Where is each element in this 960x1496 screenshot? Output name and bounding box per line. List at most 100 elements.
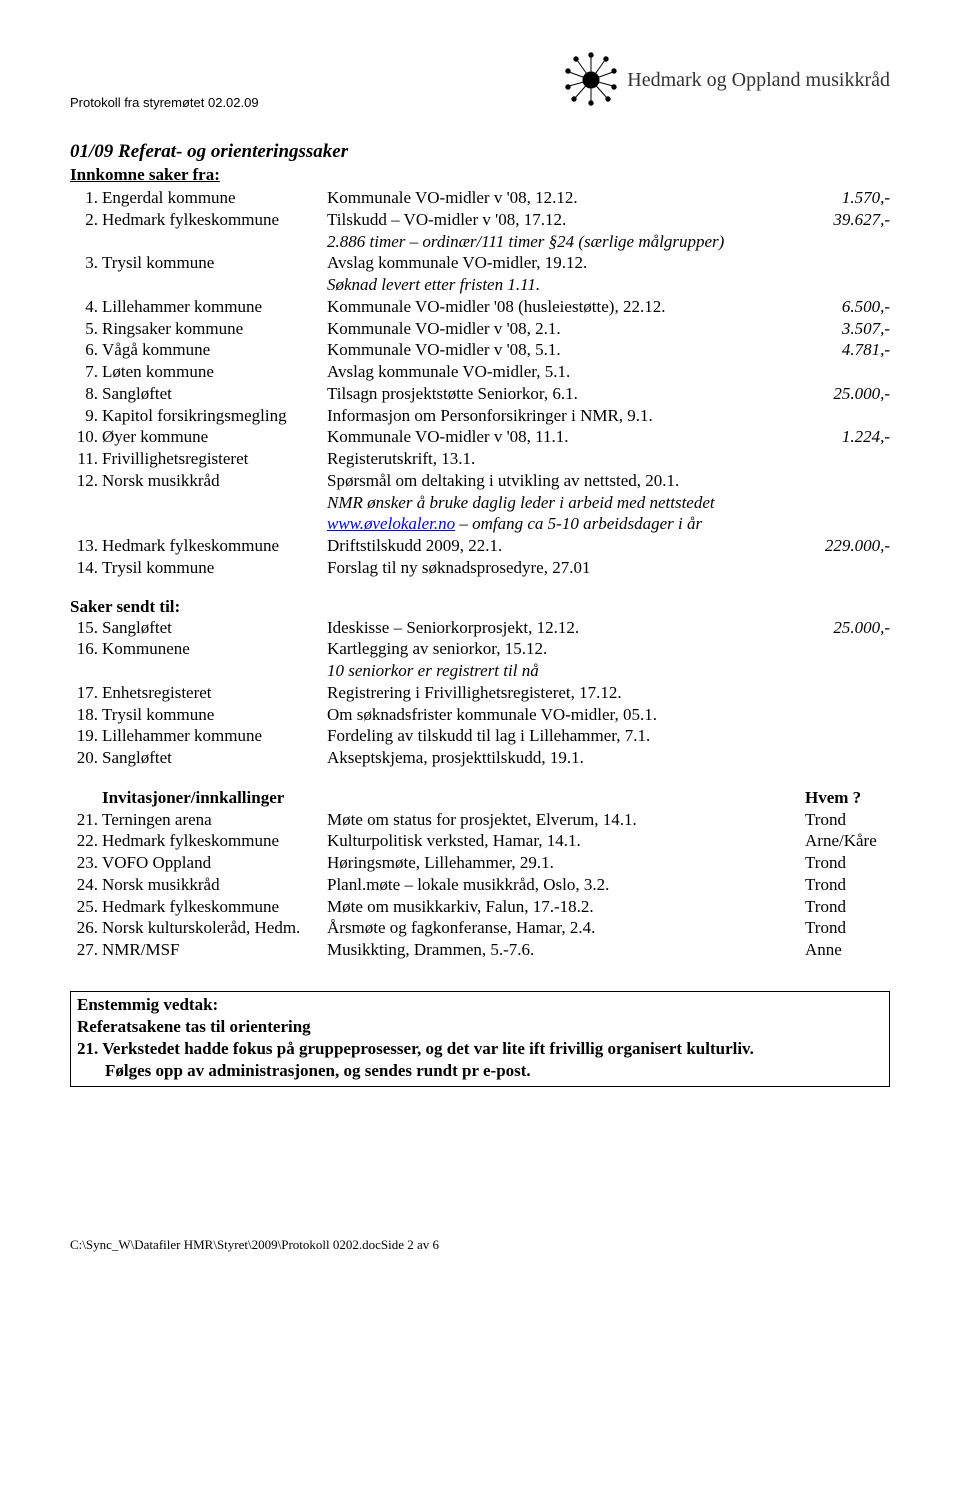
- row-number: 20.: [70, 747, 102, 769]
- ovelokaler-link[interactable]: www.øvelokaler.no: [327, 514, 455, 533]
- row-amount: [805, 361, 890, 383]
- row-sender: Norsk kulturskoleråd, Hedm.: [102, 917, 327, 939]
- row-desc: Avslag kommunale VO-midler, 5.1.: [327, 361, 805, 383]
- row-number: 5.: [70, 318, 102, 340]
- row-amount: Trond: [805, 852, 890, 874]
- row-amount: Arne/Kåre: [805, 830, 890, 852]
- row-desc: Høringsmøte, Lillehammer, 29.1.: [327, 852, 805, 874]
- row-sender: Hedmark fylkeskommune: [102, 209, 327, 231]
- row-sender: Sangløftet: [102, 747, 327, 769]
- row-desc: Avslag kommunale VO-midler, 19.12.: [327, 252, 805, 274]
- row-amount: 1.224,-: [805, 426, 890, 448]
- row-amount: Trond: [805, 809, 890, 831]
- row-sender: Vågå kommune: [102, 339, 327, 361]
- row-desc: Møte om status for prosjektet, Elverum, …: [327, 809, 805, 831]
- row-sender: NMR/MSF: [102, 939, 327, 961]
- row-desc: Kommunale VO-midler v '08, 11.1.: [327, 426, 805, 448]
- row-amount: [805, 557, 890, 579]
- nmr-note: NMR ønsker å bruke daglig leder i arbeid…: [327, 492, 890, 514]
- row-desc: Forslag til ny søknadsprosedyre, 27.01: [327, 557, 805, 579]
- row-desc: Søknad levert etter fristen 1.11.: [327, 274, 805, 296]
- list-row: 13.Hedmark fylkeskommuneDriftstilskudd 2…: [70, 535, 890, 557]
- list-row: 24.Norsk musikkrådPlanl.møte – lokale mu…: [70, 874, 890, 896]
- row-number: 16.: [70, 638, 102, 660]
- row-number: 8.: [70, 383, 102, 405]
- row-number: 25.: [70, 896, 102, 918]
- row-sender: Kommunene: [102, 638, 327, 660]
- list-row: 18.Trysil kommuneOm søknadsfrister kommu…: [70, 704, 890, 726]
- list-row: 17.EnhetsregisteretRegistrering i Frivil…: [70, 682, 890, 704]
- row-desc: Driftstilskudd 2009, 22.1.: [327, 535, 805, 557]
- row-desc: Kommunale VO-midler v '08, 2.1.: [327, 318, 805, 340]
- row-number: 17.: [70, 682, 102, 704]
- row-amount: 229.000,-: [805, 535, 890, 557]
- list-row: 20.SangløftetAkseptskjema, prosjekttilsk…: [70, 747, 890, 769]
- row-desc: Registrering i Frivillighetsregisteret, …: [327, 682, 805, 704]
- row-sender: VOFO Oppland: [102, 852, 327, 874]
- list-row: Søknad levert etter fristen 1.11.: [70, 274, 890, 296]
- list-row: 14.Trysil kommuneForslag til ny søknadsp…: [70, 557, 890, 579]
- row-number: 11.: [70, 448, 102, 470]
- row-sender: Sangløftet: [102, 617, 327, 639]
- row-amount: 3.507,-: [805, 318, 890, 340]
- invit-heading: Invitasjoner/innkallinger: [102, 787, 805, 809]
- row-sender: Frivillighetsregisteret: [102, 448, 327, 470]
- row-desc: Møte om musikkarkiv, Falun, 17.-18.2.: [327, 896, 805, 918]
- row-amount: 4.781,-: [805, 339, 890, 361]
- row-amount: 39.627,-: [805, 209, 890, 231]
- list-row: 9.Kapitol forsikringsmeglingInformasjon …: [70, 405, 890, 427]
- main-title: 01/09 Referat- og orienteringssaker: [70, 141, 890, 163]
- row-sender: Lillehammer kommune: [102, 296, 327, 318]
- list-row: 10 seniorkor er registrert til nå: [70, 660, 890, 682]
- list-row: 6.Vågå kommuneKommunale VO-midler v '08,…: [70, 339, 890, 361]
- list-row: 5.Ringsaker kommuneKommunale VO-midler v…: [70, 318, 890, 340]
- row-number: 6.: [70, 339, 102, 361]
- org-logo-block: Hedmark og Oppland musikkråd: [563, 50, 890, 111]
- row-amount: [805, 638, 890, 660]
- row-number: 23.: [70, 852, 102, 874]
- row-number: 27.: [70, 939, 102, 961]
- row-number: 26.: [70, 917, 102, 939]
- invit-header-row: Invitasjoner/innkallinger Hvem ?: [70, 787, 890, 809]
- row-desc: Kommunale VO-midler '08 (husleiestøtte),…: [327, 296, 805, 318]
- list-row: 1.Engerdal kommuneKommunale VO-midler v …: [70, 187, 890, 209]
- row-sender: [102, 274, 327, 296]
- list-row: 11.FrivillighetsregisteretRegisterutskri…: [70, 448, 890, 470]
- row-desc: Årsmøte og fagkonferanse, Hamar, 2.4.: [327, 917, 805, 939]
- invit-hvem: Hvem ?: [805, 787, 890, 809]
- row-amount: [805, 747, 890, 769]
- invit-list: 21.Terningen arenaMøte om status for pro…: [70, 809, 890, 961]
- row-amount: Trond: [805, 917, 890, 939]
- row-amount: 25.000,-: [805, 617, 890, 639]
- row-number: 4.: [70, 296, 102, 318]
- row-number: 18.: [70, 704, 102, 726]
- row-desc: Akseptskjema, prosjekttilskudd, 19.1.: [327, 747, 805, 769]
- row-sender: Løten kommune: [102, 361, 327, 383]
- org-name: Hedmark og Oppland musikkråd: [627, 69, 890, 92]
- list-row: 10.Øyer kommuneKommunale VO-midler v '08…: [70, 426, 890, 448]
- list-row: 19.Lillehammer kommuneFordeling av tilsk…: [70, 725, 890, 747]
- sendt-heading: Saker sendt til:: [70, 597, 890, 617]
- row-number: 22.: [70, 830, 102, 852]
- row-number: 15.: [70, 617, 102, 639]
- row-number: 10.: [70, 426, 102, 448]
- list-row: 26.Norsk kulturskoleråd, Hedm.Årsmøte og…: [70, 917, 890, 939]
- row-amount: Anne: [805, 939, 890, 961]
- list-row: 21.Terningen arenaMøte om status for pro…: [70, 809, 890, 831]
- row-amount: [805, 725, 890, 747]
- row-desc: Ideskisse – Seniorkorprosjekt, 12.12.: [327, 617, 805, 639]
- row-amount: Trond: [805, 896, 890, 918]
- row-sender: Engerdal kommune: [102, 187, 327, 209]
- list-row: 27.NMR/MSFMusikkting, Drammen, 5.-7.6.An…: [70, 939, 890, 961]
- row-number: 12.: [70, 470, 102, 492]
- row-desc: Spørsmål om deltaking i utvikling av net…: [327, 470, 805, 492]
- row-amount: [805, 682, 890, 704]
- innkomne-after-list: 13.Hedmark fylkeskommuneDriftstilskudd 2…: [70, 535, 890, 579]
- row-desc: 10 seniorkor er registrert til nå: [327, 660, 805, 682]
- row-amount: 6.500,-: [805, 296, 890, 318]
- row-number: 19.: [70, 725, 102, 747]
- list-row: 23.VOFO OpplandHøringsmøte, Lillehammer,…: [70, 852, 890, 874]
- list-row: 2.Hedmark fylkeskommuneTilskudd – VO-mid…: [70, 209, 890, 231]
- row-desc: Tilsagn prosjektstøtte Seniorkor, 6.1.: [327, 383, 805, 405]
- row-amount: 1.570,-: [805, 187, 890, 209]
